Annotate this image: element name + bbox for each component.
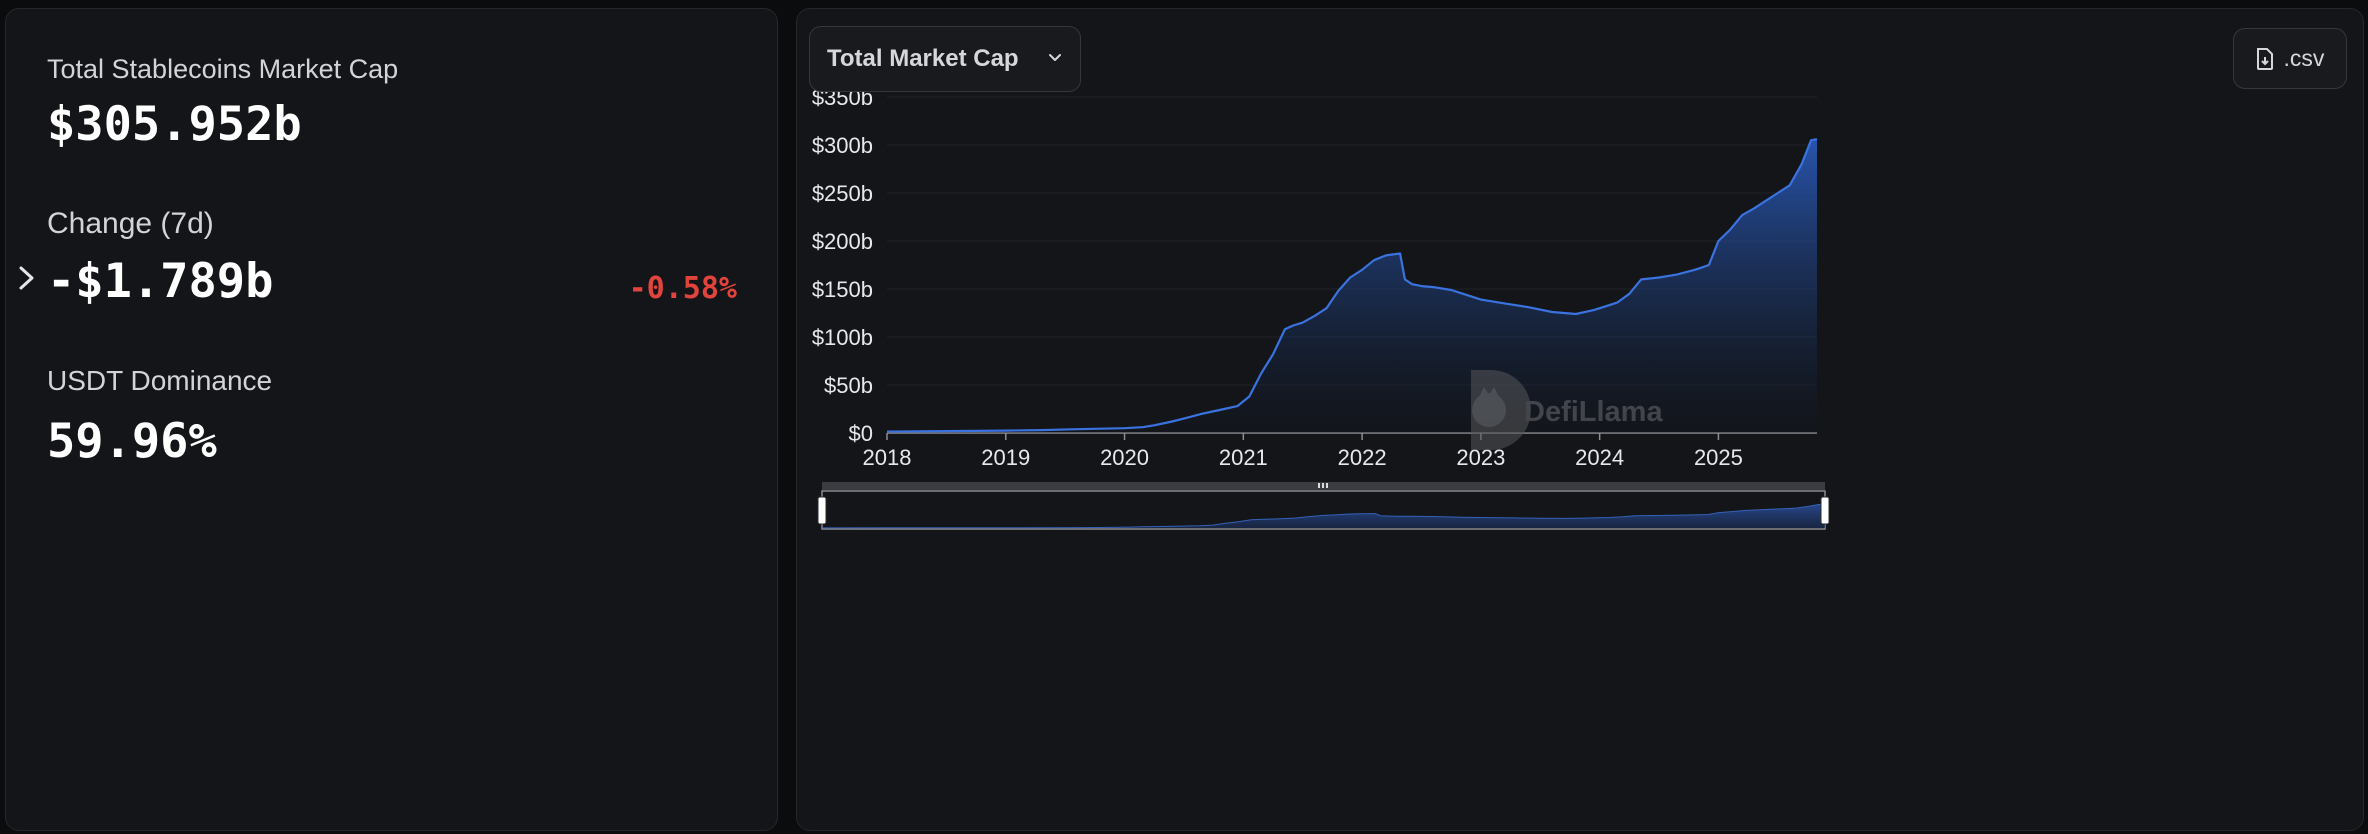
chart-panel: $0 $50b $100b $150b $200b $250b $300b $350b 201… <box>796 8 2364 831</box>
y-tick-label: $150b <box>812 277 873 302</box>
x-tick-label: 2025 <box>1694 445 1743 470</box>
defillama-watermark: DefiLlama <box>1471 370 1663 450</box>
chart-series <box>886 138 1818 433</box>
y-tick-label: $250b <box>812 181 873 206</box>
y-tick-label: $0 <box>849 421 873 446</box>
stats-panel: Total Stablecoins Market Cap $305.952b C… <box>5 8 778 831</box>
file-download-icon <box>2256 47 2273 70</box>
slider-preview-line <box>821 503 1826 529</box>
change-percent-badge: -0.58% <box>628 271 737 306</box>
slider-drag-grip-icon[interactable] <box>1318 483 1328 488</box>
y-tick-label: $200b <box>812 229 873 254</box>
chevron-right-icon[interactable] <box>16 263 38 293</box>
x-tick-label: 2022 <box>1338 445 1387 470</box>
y-tick-label: $100b <box>812 325 873 350</box>
slider-preview <box>821 503 1826 529</box>
y-axis: $0$50b$100b$150b$200b$250b$300b$350b <box>812 85 873 446</box>
metric-dropdown[interactable]: Total Market Cap <box>809 26 1081 92</box>
x-tick-label: 2019 <box>981 445 1030 470</box>
y-tick-label: $50b <box>824 373 873 398</box>
series-area <box>887 139 1817 433</box>
watermark-text: DefiLlama <box>1524 396 1663 428</box>
csv-download-button[interactable]: .csv <box>2233 28 2347 89</box>
slider-left-handle[interactable] <box>817 496 827 525</box>
market-cap-label: Total Stablecoins Market Cap <box>47 54 399 84</box>
range-slider[interactable] <box>817 482 1830 530</box>
change-value: -$1.789b <box>47 254 274 309</box>
x-tick-label: 2021 <box>1219 445 1268 470</box>
series-line <box>886 138 1818 433</box>
csv-label: .csv <box>2283 45 2325 71</box>
x-tick-label: 2024 <box>1575 445 1624 470</box>
y-tick-label: $300b <box>812 133 873 158</box>
usdt-dominance-value: 59.96% <box>47 414 217 469</box>
x-tick-label: 2020 <box>1100 445 1149 470</box>
chevron-down-icon <box>1049 54 1061 61</box>
market-cap-value: $305.952b <box>47 97 302 152</box>
usdt-dominance-label: USDT Dominance <box>47 365 273 396</box>
llama-logo-icon <box>1471 370 1531 450</box>
x-tick-label: 2018 <box>863 445 912 470</box>
metric-dropdown-label: Total Market Cap <box>827 45 1019 72</box>
x-axis: 2018 2019 2020 2021 2022 2023 2024 2025 <box>863 432 1817 470</box>
slider-right-handle[interactable] <box>1820 496 1830 525</box>
slider-preview-area <box>822 504 1825 528</box>
change-label: Change (7d) <box>47 207 214 240</box>
market-cap-chart: $0$50b$100b$150b$200b$250b$300b$350b 201… <box>812 85 1830 530</box>
